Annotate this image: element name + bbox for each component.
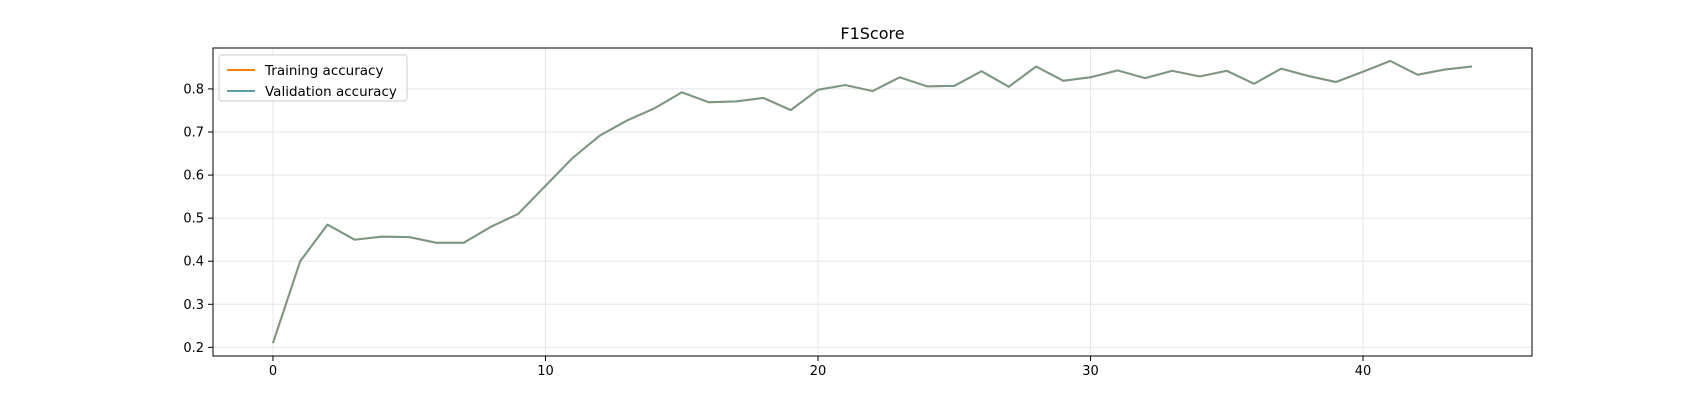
- chart-title: F1Score: [840, 24, 904, 43]
- y-tick-label: 0.5: [183, 212, 204, 227]
- series-line-training: [272, 59, 1473, 344]
- y-tick-label: 0.7: [183, 126, 204, 141]
- axis-ticks: 0 10 20 30 40 0.2 0.3 0.4 0.5 0.6 0.7 0.8: [183, 82, 1371, 379]
- x-tick-label: 0: [269, 364, 277, 379]
- x-tick-label: 20: [810, 364, 827, 379]
- legend-box: [218, 54, 408, 102]
- series-line-validation: [272, 59, 1473, 344]
- y-tick-label: 0.4: [183, 255, 204, 270]
- legend-label-training: Training accuracy: [264, 63, 383, 79]
- x-tick-label: 40: [1355, 364, 1372, 379]
- series-lines: [272, 59, 1473, 344]
- grid: [213, 48, 1532, 356]
- x-tick-label: 30: [1082, 364, 1099, 379]
- legend: Training accuracy Validation accuracy: [218, 54, 408, 102]
- y-tick-label: 0.6: [183, 169, 204, 184]
- y-tick-label: 0.2: [183, 341, 204, 356]
- x-tick-label: 10: [537, 364, 554, 379]
- legend-label-validation: Validation accuracy: [265, 84, 397, 100]
- plot-area-frame: [212, 47, 1533, 357]
- y-tick-label: 0.8: [183, 82, 204, 97]
- y-tick-label: 0.3: [183, 298, 204, 313]
